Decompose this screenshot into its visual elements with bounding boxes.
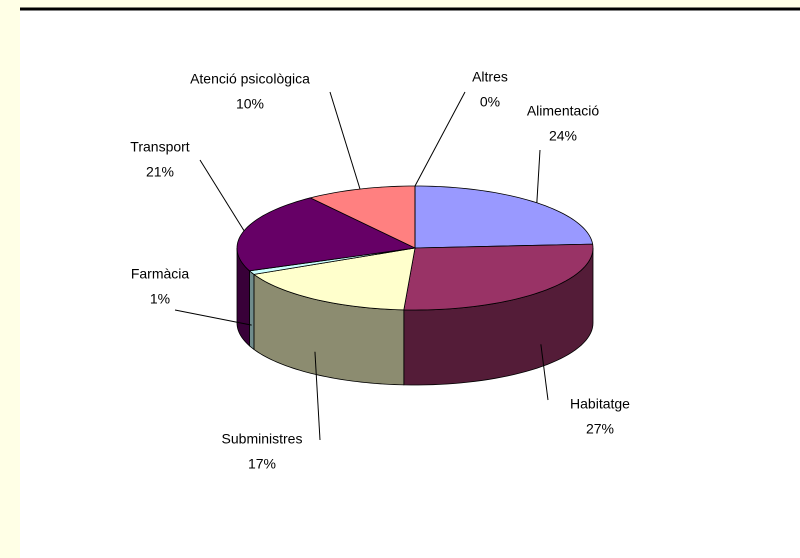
slice xyxy=(309,185,416,249)
leader-line xyxy=(314,351,321,441)
category-label: Altres xyxy=(472,69,508,85)
leader-line xyxy=(536,149,541,203)
slice xyxy=(403,243,594,311)
value-label: 24% xyxy=(549,128,577,144)
value-label: 27% xyxy=(586,421,614,437)
value-label: 10% xyxy=(236,96,264,112)
category-label: Alimentació xyxy=(527,103,600,119)
value-label: 0% xyxy=(480,94,500,110)
category-label: Transport xyxy=(130,139,190,155)
slice xyxy=(252,247,416,311)
slice-side xyxy=(249,269,255,351)
leader-line xyxy=(414,91,466,187)
category-label: Atenció psicològica xyxy=(190,71,310,87)
slice xyxy=(236,197,417,272)
leader-line xyxy=(329,91,361,190)
value-label: 21% xyxy=(146,164,174,180)
leader-line xyxy=(174,309,252,326)
leader-line xyxy=(199,159,245,231)
category-label: Subministres xyxy=(222,431,303,447)
value-label: 1% xyxy=(150,291,170,307)
value-label: 17% xyxy=(248,456,276,472)
slice xyxy=(414,185,594,249)
category-label: Farmàcia xyxy=(131,266,190,282)
category-label: Habitatge xyxy=(570,396,630,412)
leader-line xyxy=(540,344,549,401)
